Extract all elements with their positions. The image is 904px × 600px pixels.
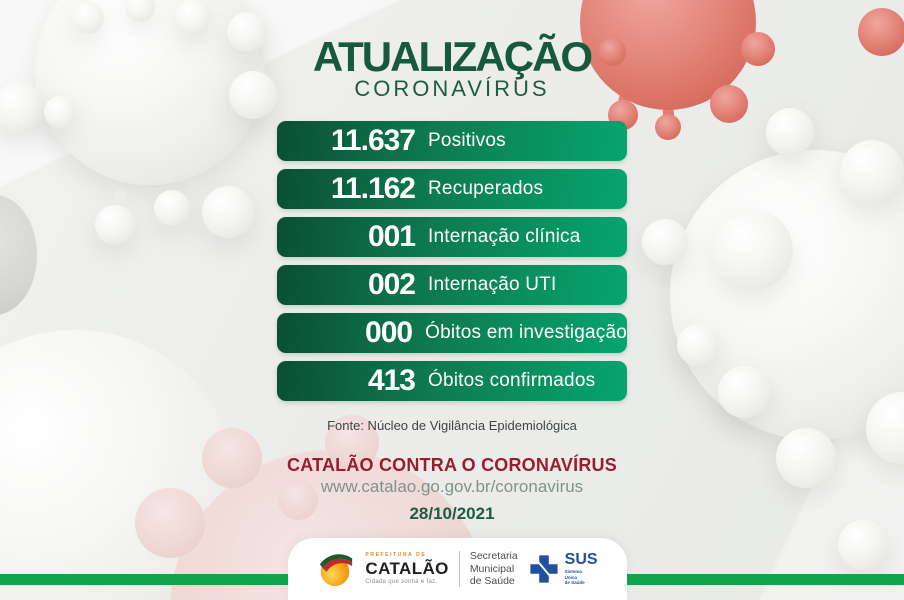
website-url: www.catalao.go.gov.br/coronavirus bbox=[320, 477, 584, 496]
stat-label: Óbitos confirmados bbox=[428, 370, 596, 391]
stat-label: Internação UTI bbox=[428, 274, 557, 295]
footer-divider bbox=[458, 551, 460, 587]
stat-label: Positivos bbox=[428, 130, 506, 151]
stats-list: 11.637 Positivos 11.162 Recuperados 001 … bbox=[277, 121, 627, 409]
secretariat-label: Secretaria Municipal de Saúde bbox=[470, 550, 518, 588]
stat-row-obitos-confirmados: 413 Óbitos confirmados bbox=[277, 361, 627, 401]
sus-sub-line: de Saúde bbox=[564, 580, 585, 586]
source-note: Fonte: Núcleo de Vigilância Epidemiológi… bbox=[327, 418, 577, 433]
stat-value: 11.637 bbox=[330, 124, 416, 157]
catalao-logo-name: CATALÃO bbox=[365, 559, 449, 578]
stat-value: 413 bbox=[367, 364, 416, 397]
page-title: ATUALIZAÇÃO bbox=[312, 33, 593, 80]
catalao-logo: PREFEITURA DE CATALÃO Cidade que sonha e… bbox=[365, 552, 449, 586]
campaign-slogan: CATALÃO CONTRA O CORONAVÍRUS bbox=[287, 455, 617, 475]
sus-logo: SUS Sistema Único de Saúde bbox=[528, 550, 598, 587]
stat-value: 000 bbox=[365, 316, 413, 349]
sus-name: SUS bbox=[564, 550, 598, 568]
page-subtitle: CORONAVÍRUS bbox=[354, 76, 550, 101]
secretariat-line: Municipal bbox=[469, 562, 515, 575]
sus-wordmark: SUS Sistema Único de Saúde bbox=[564, 550, 598, 587]
sus-sub: Sistema Único de Saúde bbox=[565, 569, 598, 587]
stat-row-recuperados: 11.162 Recuperados bbox=[277, 169, 627, 209]
stat-value: 11.162 bbox=[330, 172, 416, 205]
footer-panel: PREFEITURA DE CATALÃO Cidade que sonha e… bbox=[288, 538, 627, 600]
secretariat-line: Secretaria bbox=[469, 550, 518, 563]
stat-row-internacao-clinica: 001 Internação clínica bbox=[277, 217, 627, 257]
stat-value: 001 bbox=[367, 220, 416, 253]
stat-row-internacao-uti: 002 Internação UTI bbox=[277, 265, 627, 305]
stat-label: Óbitos em investigação bbox=[425, 322, 627, 343]
secretariat-line: de Saúde bbox=[469, 575, 515, 588]
catalao-logo-mark-icon bbox=[320, 554, 353, 587]
sus-cross-icon bbox=[530, 555, 558, 583]
stat-label: Internação clínica bbox=[428, 226, 581, 247]
stat-label: Recuperados bbox=[428, 178, 544, 199]
catalao-logo-prefix: PREFEITURA DE bbox=[365, 552, 427, 558]
stat-row-positivos: 11.637 Positivos bbox=[277, 121, 627, 161]
catalao-logo-tagline: Cidade que sonha e faz. bbox=[365, 579, 438, 585]
stat-row-obitos-investigacao: 000 Óbitos em investigação bbox=[277, 313, 627, 353]
stat-value: 002 bbox=[367, 268, 416, 301]
report-date: 28/10/2021 bbox=[409, 504, 495, 523]
